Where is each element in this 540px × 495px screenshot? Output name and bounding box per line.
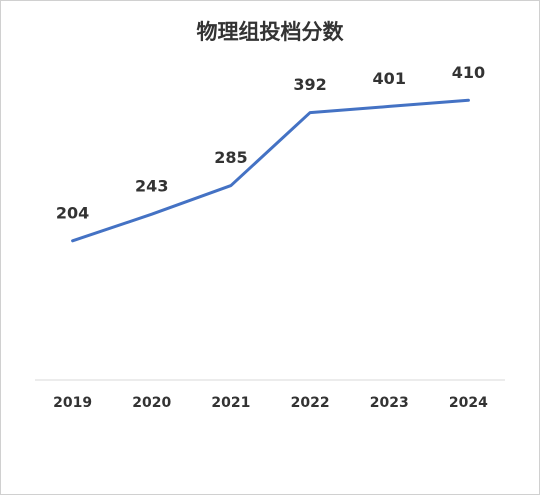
x-tick-label: 2022	[291, 395, 330, 411]
line-series	[71, 98, 470, 243]
chart-title: 物理组投档分数	[197, 20, 345, 44]
x-tick-label: 2020	[132, 395, 171, 411]
x-tick-label: 2023	[370, 395, 409, 411]
data-label: 243	[135, 177, 168, 196]
x-tick-label: 2021	[211, 395, 250, 411]
data-label: 401	[373, 69, 406, 88]
x-tick-label: 2019	[53, 395, 92, 411]
data-label: 285	[214, 148, 247, 167]
data-label: 410	[452, 63, 485, 82]
x-tick-label: 2024	[449, 395, 488, 411]
data-label: 392	[293, 75, 326, 94]
data-label: 204	[56, 203, 89, 222]
